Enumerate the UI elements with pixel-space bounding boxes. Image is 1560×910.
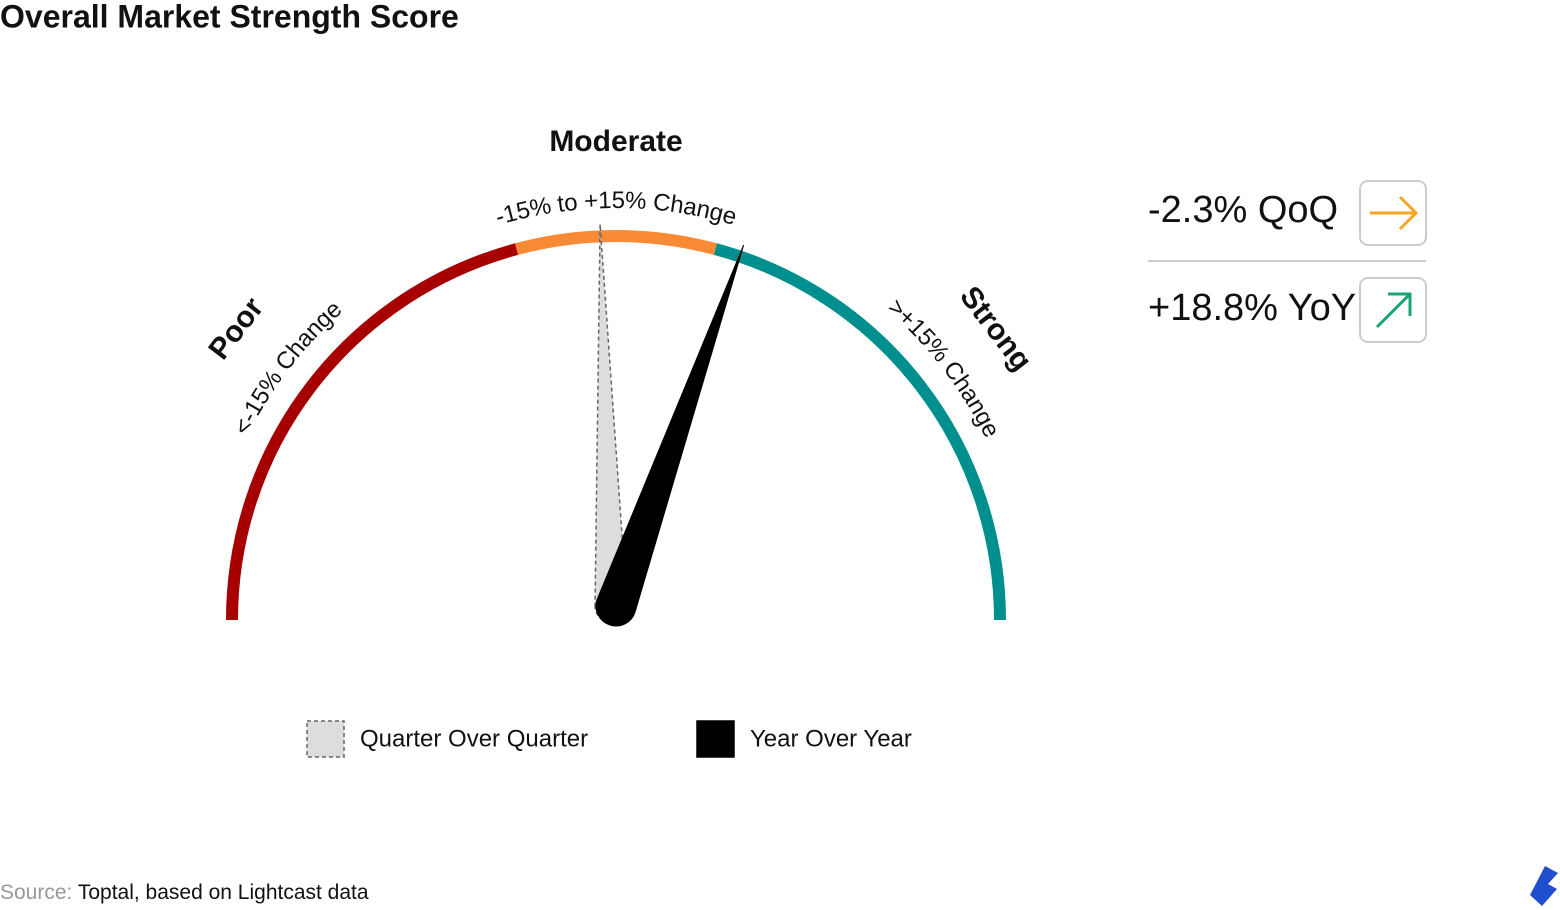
value-label: -2.3% QoQ	[1148, 189, 1338, 231]
gauge-zone	[713, 243, 1006, 621]
yoy-arrow	[1375, 292, 1412, 329]
gauge-zone	[226, 243, 519, 621]
qoq-icon-box	[1359, 180, 1427, 246]
chart-title: Overall Market Strength Score	[0, 0, 459, 34]
source: Source: Toptal, based on Lightcast data	[0, 881, 369, 904]
legend-label: Quarter Over Quarter	[360, 725, 588, 752]
zone-label: -15% to +15% Change	[492, 187, 739, 231]
source-label: Source:	[0, 881, 72, 904]
qoq-arrow	[1370, 195, 1419, 231]
logo	[1530, 866, 1558, 906]
source-text: Toptal, based on Lightcast data	[78, 881, 369, 904]
yoy-icon-box	[1359, 277, 1427, 343]
value-label: +18.8% YoY	[1148, 287, 1356, 329]
legend-swatch	[696, 720, 735, 758]
zone-name: Moderate	[549, 125, 682, 158]
needle	[595, 244, 745, 627]
legend-swatch	[306, 720, 345, 758]
zone-name: Strong	[953, 280, 1038, 377]
legend-label: Year Over Year	[750, 725, 912, 752]
needle-body	[595, 244, 745, 627]
gauge-zone	[515, 230, 717, 255]
zone-label-path: -15% to +15% Change	[492, 187, 739, 231]
zone-name: Poor	[202, 291, 270, 366]
